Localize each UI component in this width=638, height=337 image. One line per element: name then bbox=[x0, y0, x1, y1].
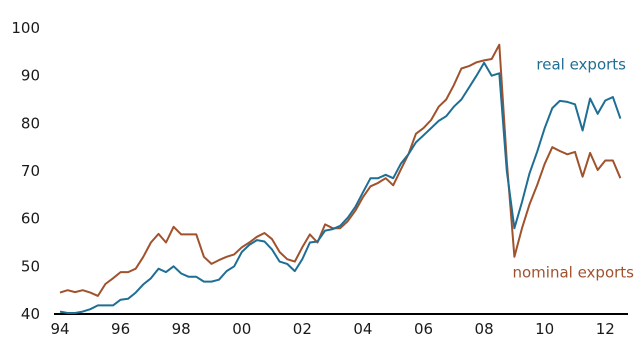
x-tick-label: 12 bbox=[596, 320, 615, 337]
x-tick-label: 96 bbox=[111, 320, 130, 337]
real-exports-line bbox=[59, 61, 622, 314]
y-tick-label: 80 bbox=[21, 114, 40, 132]
y-tick-label: 50 bbox=[21, 257, 40, 275]
y-axis-tick-labels: 40 50 60 70 80 90 100 bbox=[11, 19, 40, 323]
nominal-exports-line bbox=[59, 43, 622, 297]
x-tick-label: 10 bbox=[535, 320, 554, 337]
y-tick-label: 60 bbox=[21, 210, 40, 228]
x-tick-label: 98 bbox=[172, 320, 191, 337]
x-axis-tick-labels: 94 96 98 00 02 04 06 08 10 12 bbox=[50, 320, 614, 337]
real-exports-label: real exports bbox=[536, 55, 626, 73]
x-tick-label: 06 bbox=[414, 320, 433, 337]
y-tick-label: 40 bbox=[21, 305, 40, 323]
x-tick-label: 94 bbox=[50, 320, 69, 337]
y-tick-label: 90 bbox=[21, 67, 40, 85]
nominal-exports-label: nominal exports bbox=[512, 263, 634, 281]
x-tick-label: 04 bbox=[353, 320, 372, 337]
y-tick-label: 100 bbox=[11, 19, 40, 37]
x-tick-label: 00 bbox=[232, 320, 251, 337]
x-tick-label: 02 bbox=[293, 320, 312, 337]
series-lines bbox=[59, 43, 622, 314]
y-tick-label: 70 bbox=[21, 162, 40, 180]
x-tick-label: 08 bbox=[475, 320, 494, 337]
